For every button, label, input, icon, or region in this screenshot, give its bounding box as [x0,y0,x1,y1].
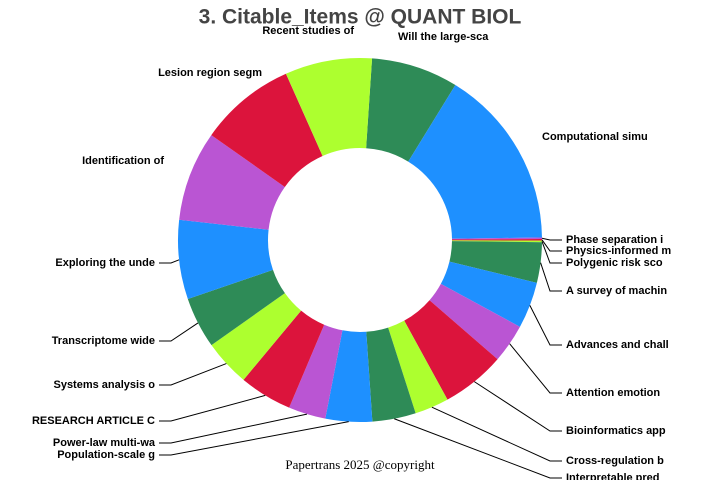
leader-line [541,239,562,252]
slice-label: Cross-regulation b [566,455,664,467]
footer: Papertrans 2025 @copyright [285,457,435,472]
slice-label: Advances and chall [566,339,669,351]
slice-label: Lesion region segm [158,67,262,79]
slice-label: Recent studies of [262,25,354,37]
slice-label: Computational simu [542,131,648,143]
leader-line [394,418,562,479]
slice [211,293,302,380]
slice-label: Transcriptome wide [52,335,155,347]
slice [187,269,285,346]
slice [325,330,373,422]
slice-label: Physics-informed m [566,245,671,257]
slice [366,58,456,162]
leader-line [159,421,349,456]
leader-line [159,322,199,342]
slice [388,320,448,414]
slice-label: Exploring the unde [55,257,155,269]
leader-line [509,343,562,394]
slice [179,135,285,230]
leader-line [159,394,266,422]
leader-line [540,262,562,292]
slice [429,283,520,360]
slice-label: Will the large-sca [398,31,489,43]
slice-label: Population-scale g [57,449,155,461]
leader-line [541,241,562,264]
slice [440,261,537,327]
slice [285,57,373,156]
slice-label: Polygenic risk sco [566,257,663,269]
leader-line [541,237,562,241]
slice-label: RESEARCH ARTICLE C [32,415,155,427]
slice [211,73,323,187]
slice [451,239,542,241]
leader-line [474,381,562,432]
slice-label: Interpretable pred [566,472,660,480]
leader-line [159,259,180,264]
slice-label: Power-law multi-wa [53,437,156,449]
slice [408,84,542,239]
slice-label: Bioinformatics app [566,425,666,437]
chart-title: 3. Citable_Items @ QUANT BIOL [199,6,522,29]
slice-label: Systems analysis o [53,379,155,391]
slice-label: A survey of machin [566,285,667,297]
leader-line [431,406,562,462]
slice-label: Attention emotion [566,387,660,399]
slice [366,327,416,422]
slice [451,240,542,243]
leader-line [159,413,308,444]
slice-label: Identification of [82,155,164,167]
slice [177,219,273,300]
slice [289,324,343,419]
slice [243,310,325,408]
slice [404,300,498,400]
slice [451,237,542,240]
slice [449,241,542,283]
leader-line [529,305,562,346]
slice-label: Phase separation i [566,234,663,246]
leader-line [159,363,227,386]
